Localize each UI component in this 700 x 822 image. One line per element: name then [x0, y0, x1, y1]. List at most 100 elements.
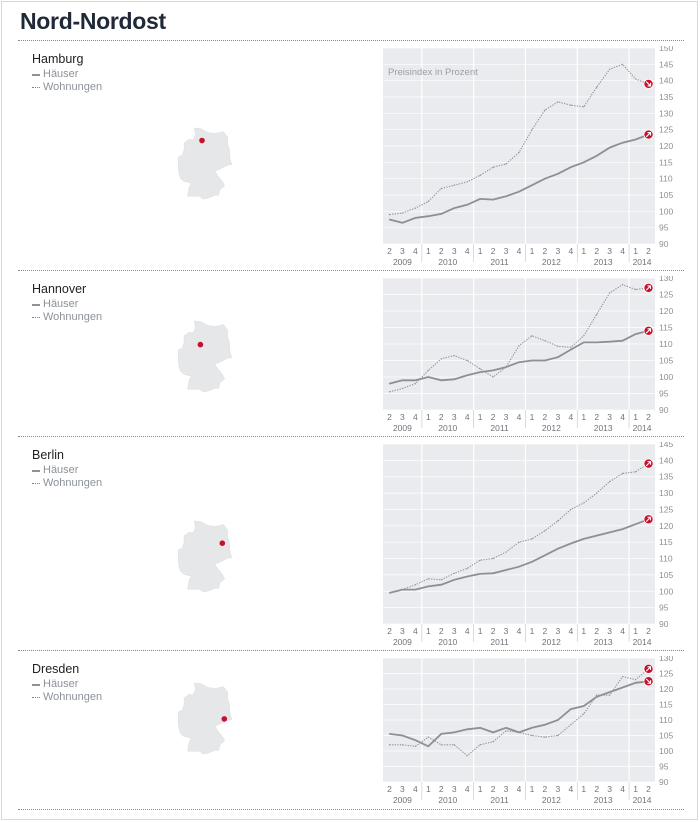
germany-map: [176, 318, 234, 394]
data-point: [609, 481, 611, 483]
x-tick-label: 3: [452, 626, 457, 636]
data-point: [635, 78, 637, 80]
data-point: [544, 736, 546, 738]
data-point: [479, 174, 481, 176]
legend-houses: Häuser: [32, 298, 102, 311]
city-name-hamburg: Hamburg: [32, 52, 84, 66]
x-year-label: 2012: [542, 795, 561, 805]
data-point: [492, 731, 494, 733]
data-point: [388, 733, 391, 735]
x-tick-label: 3: [452, 784, 457, 794]
legend-apartments-swatch: [32, 317, 40, 318]
y-tick-label: 120: [659, 141, 673, 151]
data-point: [505, 163, 507, 165]
data-point: [492, 741, 494, 743]
data-point: [622, 142, 624, 144]
x-tick-label: 2: [543, 784, 548, 794]
data-point: [388, 744, 391, 746]
data-point: [427, 736, 429, 738]
y-tick-label: 115: [659, 537, 673, 547]
y-tick-label: 100: [659, 206, 673, 216]
data-point: [505, 727, 507, 729]
legend-apartments: Wohnungen: [32, 81, 102, 94]
data-point: [557, 548, 559, 550]
data-point: [505, 195, 507, 197]
y-tick-label: 150: [659, 46, 673, 53]
x-tick-label: 2: [387, 246, 392, 256]
x-year-label: 2013: [594, 257, 613, 267]
data-point: [466, 575, 468, 578]
x-year-label: 2013: [594, 637, 613, 647]
data-point: [505, 551, 507, 553]
data-point: [505, 366, 507, 368]
plot-area: [383, 444, 655, 624]
x-tick-label: 3: [607, 412, 612, 422]
x-tick-label: 4: [517, 626, 522, 636]
data-point: [609, 68, 611, 70]
city-name-hannover: Hannover: [32, 282, 87, 296]
data-point: [635, 138, 637, 141]
data-point: [622, 686, 624, 689]
data-point: [479, 744, 481, 746]
end-marker-up-icon: [643, 282, 654, 293]
y-tick-label: 140: [659, 455, 673, 465]
x-tick-label: 3: [452, 412, 457, 422]
x-tick-label: 1: [581, 412, 586, 422]
y-tick-label: 120: [659, 684, 673, 694]
data-point: [583, 335, 585, 337]
data-point: [414, 383, 416, 385]
y-tick-label: 110: [659, 715, 673, 725]
legend-apartments-label: Wohnungen: [43, 691, 103, 703]
legend-apartments-swatch: [32, 87, 40, 88]
data-point: [414, 584, 416, 586]
y-tick-label: 90: [659, 777, 669, 787]
x-tick-label: 1: [478, 412, 483, 422]
x-tick-label: 1: [530, 412, 535, 422]
legend-houses-label: Häuser: [43, 298, 79, 310]
page-title: Nord-Nordost: [20, 8, 166, 34]
legend: Häuser Wohnungen: [32, 464, 102, 490]
data-point: [557, 520, 559, 522]
data-point: [557, 173, 559, 175]
data-point: [609, 147, 611, 149]
x-tick-label: 3: [400, 784, 405, 794]
data-point: [570, 508, 572, 511]
panel-divider: [18, 436, 684, 437]
data-point: [479, 198, 481, 200]
x-year-label: 2011: [490, 795, 509, 805]
x-tick-label: 2: [543, 626, 548, 636]
x-tick-label: 3: [504, 246, 509, 256]
x-tick-label: 1: [633, 626, 638, 636]
y-tick-label: 130: [659, 488, 673, 498]
x-tick-label: 4: [465, 412, 470, 422]
germany-outline: [177, 320, 233, 393]
x-tick-label: 4: [413, 784, 418, 794]
data-point: [596, 694, 598, 696]
data-point: [466, 204, 468, 206]
legend-houses-label: Häuser: [43, 464, 79, 476]
data-point: [427, 369, 429, 371]
y-tick-label: 90: [659, 619, 669, 629]
data-point: [531, 184, 533, 186]
data-point: [570, 724, 572, 726]
data-point: [544, 109, 546, 111]
y-tick-label: 125: [659, 290, 673, 300]
legend-houses-swatch: [32, 73, 40, 76]
data-point: [518, 566, 520, 568]
data-point: [453, 572, 455, 574]
x-tick-label: 1: [581, 784, 586, 794]
x-tick-label: 2: [439, 784, 444, 794]
y-tick-label: 95: [659, 603, 669, 613]
x-tick-label: 4: [517, 412, 522, 422]
data-point: [596, 86, 598, 88]
x-tick-label: 3: [555, 412, 560, 422]
x-tick-label: 3: [400, 412, 405, 422]
data-point: [453, 579, 455, 581]
data-point: [388, 383, 391, 385]
data-point: [401, 734, 403, 737]
data-point: [492, 376, 494, 378]
legend-houses: Häuser: [32, 678, 102, 691]
x-year-label: 2009: [393, 637, 412, 647]
legend-houses-label: Häuser: [43, 678, 79, 690]
legend: Häuser Wohnungen: [32, 298, 102, 324]
